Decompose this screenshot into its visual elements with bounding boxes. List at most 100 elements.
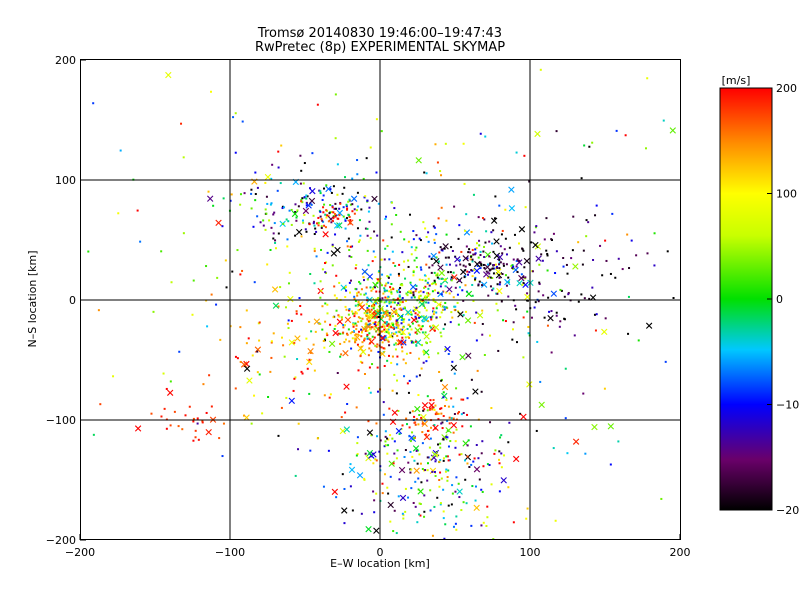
data-point-415 — [380, 300, 383, 303]
data-point-892 — [501, 252, 504, 255]
data-point-1582 — [499, 281, 502, 284]
data-point-802 — [373, 286, 376, 289]
data-point-1409 — [467, 439, 470, 442]
data-point-1677 — [194, 429, 197, 432]
data-point-828 — [376, 282, 379, 285]
data-point-485 — [376, 308, 379, 311]
data-point-1121 — [290, 223, 293, 226]
data-point-1929 — [522, 356, 525, 359]
data-point-106 — [381, 273, 384, 276]
data-point-435 — [383, 364, 386, 367]
data-point-1022 — [344, 219, 347, 222]
data-point-340 — [430, 318, 433, 321]
data-point-207 — [387, 328, 390, 331]
data-point-1449 — [384, 440, 387, 443]
data-point-1399 — [393, 452, 396, 455]
data-point-46 — [407, 313, 410, 316]
data-point-740 — [435, 256, 438, 259]
data-point-x-1241 — [373, 527, 380, 534]
colorbar-tick-label-0: −200 — [776, 504, 800, 517]
data-point-646 — [285, 306, 288, 309]
data-point-438 — [365, 286, 368, 289]
data-point-1157 — [339, 202, 342, 205]
data-point-605 — [398, 294, 401, 297]
data-point-1554 — [562, 257, 565, 260]
data-point-1764 — [290, 319, 293, 322]
data-point-1997 — [319, 280, 322, 283]
data-point-66 — [347, 328, 350, 331]
data-point-900 — [501, 273, 504, 276]
data-point-1874 — [119, 149, 122, 152]
data-point-377 — [427, 356, 430, 359]
data-point-75 — [355, 292, 358, 295]
data-point-1149 — [317, 224, 320, 227]
data-point-176 — [403, 260, 406, 263]
data-point-1512 — [431, 406, 434, 409]
data-point-1675 — [201, 421, 204, 424]
data-point-1189 — [498, 450, 501, 453]
data-point-1380 — [453, 372, 456, 375]
data-point-897 — [451, 249, 454, 252]
data-point-1383 — [421, 467, 424, 470]
data-point-x-1919 — [465, 290, 473, 298]
data-point-155 — [401, 297, 404, 300]
data-point-2025 — [389, 520, 392, 523]
data-point-359 — [384, 336, 387, 339]
data-point-601 — [501, 229, 504, 232]
data-point-1301 — [410, 487, 413, 490]
data-point-20 — [360, 328, 363, 331]
data-point-598 — [402, 358, 405, 361]
data-point-775 — [498, 283, 501, 286]
data-point-1976 — [241, 120, 244, 123]
data-point-1496 — [457, 411, 460, 414]
data-point-1295 — [440, 477, 443, 480]
data-point-1476 — [379, 439, 382, 442]
data-point-310 — [409, 281, 412, 284]
data-point-1382 — [407, 461, 410, 464]
data-point-1875 — [384, 444, 387, 447]
data-point-1983 — [512, 265, 515, 268]
data-point-881 — [492, 272, 495, 275]
data-point-1799 — [552, 447, 555, 450]
data-point-x-1855 — [288, 397, 295, 404]
data-point-1995 — [527, 332, 530, 335]
data-point-1656 — [516, 258, 519, 261]
data-point-594 — [360, 335, 363, 338]
data-point-985 — [299, 154, 302, 157]
data-point-670 — [407, 240, 410, 243]
data-point-1404 — [369, 391, 372, 394]
data-point-226 — [418, 295, 421, 298]
data-point-132 — [366, 309, 369, 312]
data-point-x-907 — [454, 256, 461, 263]
data-point-994 — [329, 188, 332, 191]
data-point-738 — [366, 278, 369, 281]
data-point-394 — [362, 276, 365, 279]
data-point-1849 — [267, 395, 270, 398]
data-point-789 — [490, 231, 493, 234]
y-tick-label-3: 100 — [55, 174, 76, 187]
data-point-27 — [390, 305, 393, 308]
data-point-1883 — [479, 132, 482, 135]
data-point-35 — [398, 303, 401, 306]
data-point-1062 — [338, 207, 341, 210]
data-point-77 — [401, 350, 404, 353]
data-point-261 — [454, 305, 457, 308]
data-point-1320 — [349, 463, 352, 466]
data-point-1192 — [466, 397, 469, 400]
data-point-902 — [436, 276, 439, 279]
data-point-2015 — [92, 102, 95, 105]
data-point-832 — [451, 316, 454, 319]
data-point-241 — [427, 277, 430, 280]
data-point-69 — [371, 260, 374, 263]
data-point-1709 — [301, 372, 304, 375]
data-point-x-610 — [464, 317, 472, 324]
data-point-1601 — [563, 318, 566, 321]
data-point-1092 — [356, 191, 359, 194]
data-point-427 — [371, 335, 374, 338]
data-point-905 — [468, 263, 471, 266]
data-point-1129 — [254, 199, 257, 202]
data-point-182 — [411, 340, 414, 343]
data-point-x-1172 — [388, 460, 395, 467]
data-point-x-1304 — [423, 433, 431, 441]
data-point-403 — [375, 290, 378, 293]
